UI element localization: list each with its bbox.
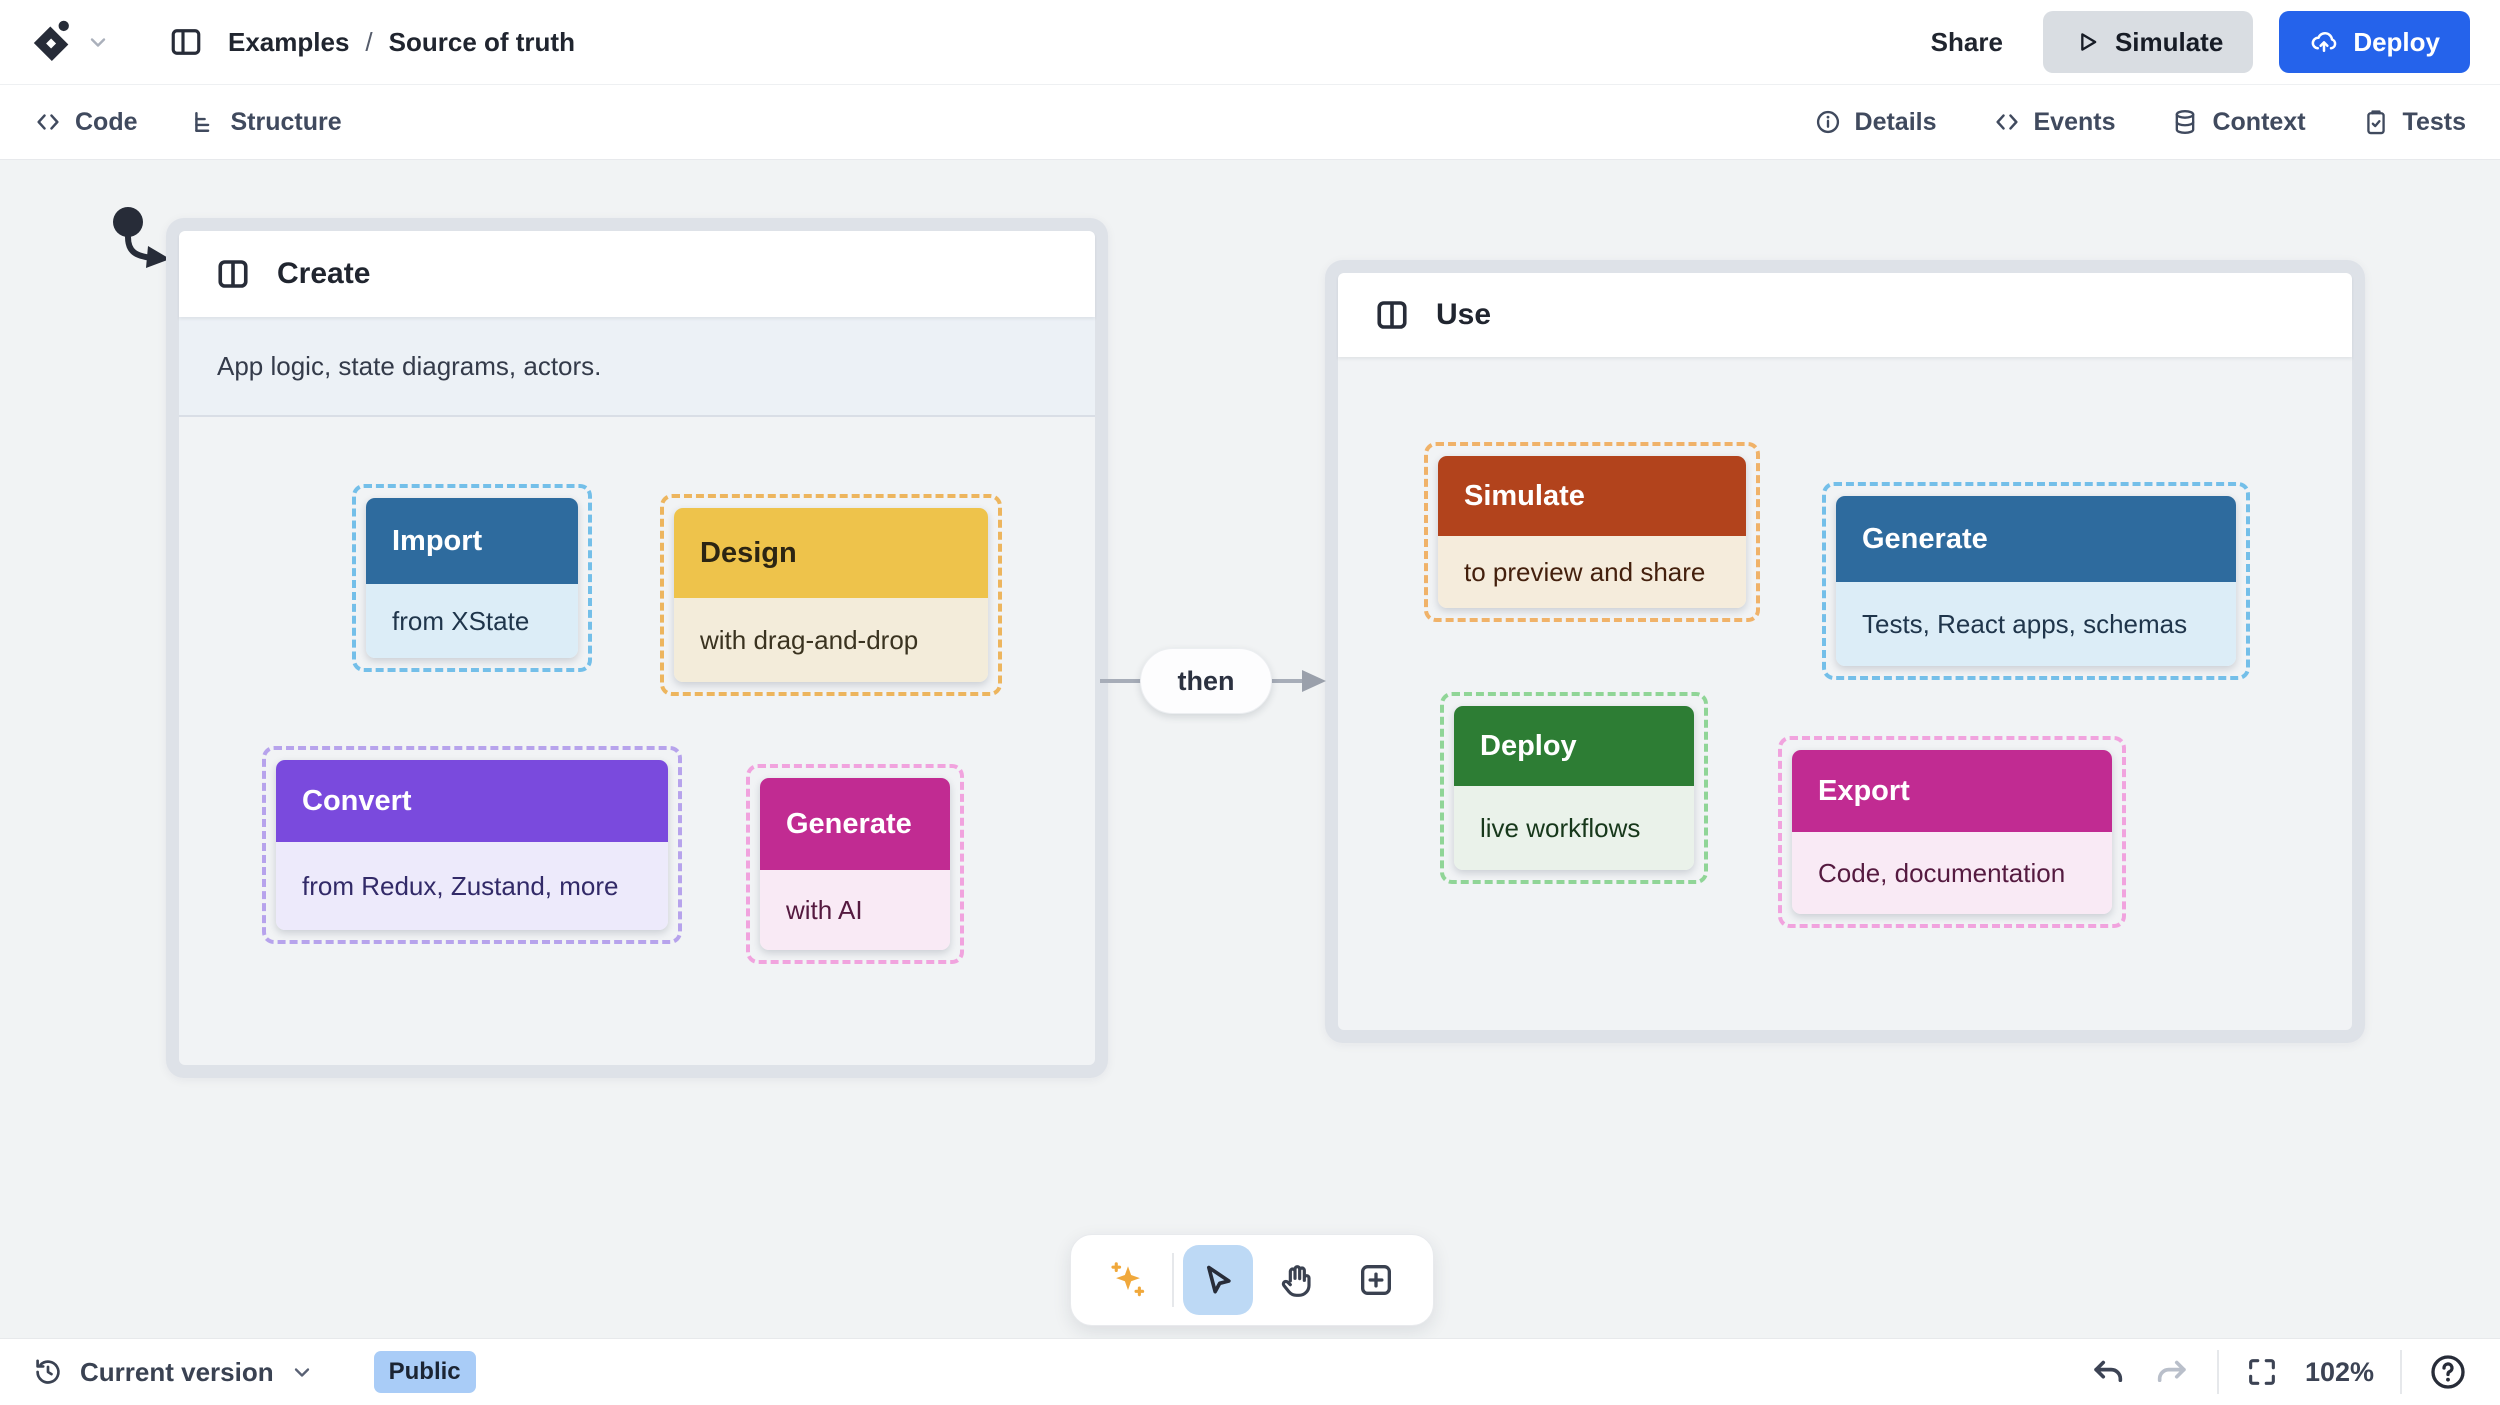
note-text: live workflows: [1454, 786, 1694, 870]
code-icon: [34, 108, 62, 136]
help-button[interactable]: [2428, 1352, 2468, 1392]
simulate-button[interactable]: Simulate: [2042, 11, 2254, 73]
note-convert[interactable]: Convert from Redux, Zustand, more: [262, 746, 682, 944]
state-description: App logic, state diagrams, actors.: [179, 317, 1095, 417]
tab-context[interactable]: Context: [2171, 108, 2306, 137]
version-menu[interactable]: Current version: [32, 1356, 314, 1388]
add-state-tool[interactable]: [1341, 1245, 1411, 1315]
breadcrumb-project[interactable]: Source of truth: [388, 26, 575, 57]
fit-view-button[interactable]: [2245, 1355, 2279, 1389]
workspace-chevron-icon[interactable]: [86, 30, 110, 54]
tab-details[interactable]: Details: [1814, 108, 1937, 137]
breadcrumb: Examples / Source of truth: [168, 24, 575, 60]
sidebar-toggle-icon[interactable]: [168, 24, 204, 60]
tab-code[interactable]: Code: [34, 108, 138, 137]
visibility-badge[interactable]: Public: [373, 1351, 476, 1393]
pan-hand-tool[interactable]: [1262, 1245, 1332, 1315]
machine-canvas[interactable]: Create App logic, state diagrams, actors…: [0, 160, 2500, 1338]
state-title: Use: [1436, 298, 1492, 331]
note-title: Import: [366, 498, 578, 584]
database-icon: [2171, 108, 2199, 136]
note-title: Export: [1792, 750, 2112, 832]
transition-edge: [1100, 670, 1326, 692]
select-cursor-tool[interactable]: [1183, 1245, 1253, 1315]
share-button[interactable]: Share: [1930, 26, 2003, 57]
tool-palette: [1070, 1234, 1434, 1326]
note-title: Simulate: [1438, 456, 1746, 536]
events-code-icon: [1993, 108, 2021, 136]
undo-button[interactable]: [2089, 1353, 2127, 1391]
redo-button[interactable]: [2153, 1353, 2191, 1391]
note-text: to preview and share: [1438, 536, 1746, 608]
play-icon: [2073, 28, 2101, 56]
stately-logo[interactable]: [30, 17, 76, 67]
tab-events[interactable]: Events: [1993, 108, 2115, 137]
note-title: Design: [674, 508, 988, 598]
note-text: from XState: [366, 584, 578, 658]
note-deploy[interactable]: Deploy live workflows: [1440, 692, 1708, 884]
structure-tree-icon: [190, 108, 218, 136]
note-export[interactable]: Export Code, documentation: [1778, 736, 2126, 928]
version-chevron-icon: [290, 1360, 314, 1384]
note-text: from Redux, Zustand, more: [276, 842, 668, 930]
app-header: Examples / Source of truth Share Simulat…: [0, 0, 2500, 84]
note-text: with AI: [760, 870, 950, 950]
note-generate-ai[interactable]: Generate with AI: [746, 764, 964, 964]
note-simulate[interactable]: Simulate to preview and share: [1424, 442, 1760, 622]
state-icon: [215, 256, 251, 292]
breadcrumb-separator: /: [365, 26, 373, 57]
breadcrumb-folder[interactable]: Examples: [228, 26, 350, 57]
initial-state-marker: [113, 207, 170, 268]
tab-structure[interactable]: Structure: [190, 108, 342, 137]
version-label: Current version: [80, 1356, 274, 1387]
view-toolbar: Code Structure Details Events Context: [0, 84, 2500, 160]
ai-sparkles-tool[interactable]: [1093, 1245, 1163, 1315]
footer-divider: [2400, 1350, 2402, 1394]
cloud-upload-icon: [2309, 27, 2339, 57]
deploy-button[interactable]: Deploy: [2279, 11, 2470, 73]
note-text: Tests, React apps, schemas: [1836, 582, 2236, 666]
note-import[interactable]: Import from XState: [352, 484, 592, 672]
info-icon: [1814, 108, 1842, 136]
zoom-level[interactable]: 102%: [2304, 1356, 2374, 1387]
state-icon: [1374, 297, 1410, 333]
clipboard-check-icon: [2362, 108, 2390, 136]
footer-divider: [2216, 1350, 2219, 1394]
note-title: Deploy: [1454, 706, 1694, 786]
note-text: with drag-and-drop: [674, 598, 988, 682]
note-title: Convert: [276, 760, 668, 842]
palette-divider: [1172, 1253, 1174, 1307]
note-title: Generate: [1836, 496, 2236, 582]
note-text: Code, documentation: [1792, 832, 2112, 914]
status-bar: Current version Public 102%: [0, 1338, 2500, 1405]
history-icon: [32, 1356, 64, 1388]
tab-tests[interactable]: Tests: [2362, 108, 2466, 137]
note-design[interactable]: Design with drag-and-drop: [660, 494, 1002, 696]
note-generate-outputs[interactable]: Generate Tests, React apps, schemas: [1822, 482, 2250, 680]
state-title: Create: [277, 257, 371, 290]
note-title: Generate: [760, 778, 950, 870]
transition-then[interactable]: then: [1140, 648, 1272, 714]
